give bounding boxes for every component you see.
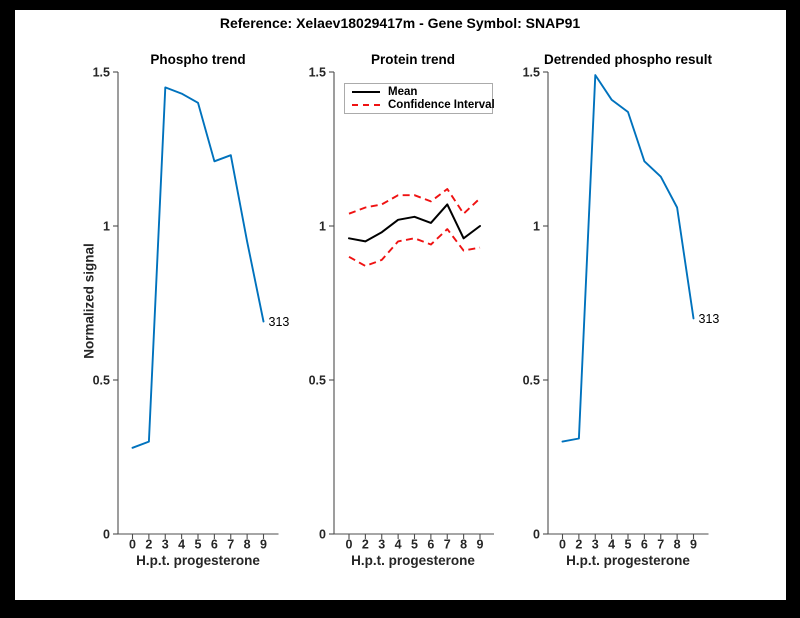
legend-mean-label: Mean [388,85,418,98]
x-tick-label: 5 [195,538,202,552]
x-tick-label: 0 [129,538,136,552]
y-tick-label: 0.5 [523,374,540,388]
y-tick-label: 1 [319,220,326,234]
series-detrended-phospho [561,74,695,443]
x-tick-label: 2 [362,538,369,552]
x-tick-label: 5 [625,538,632,552]
x-tick-label: 0 [346,538,353,552]
legend-mean-line-sample [352,90,380,93]
series-mean [348,203,481,243]
x-tick-label: 9 [477,538,484,552]
x-tick-label: 8 [244,538,251,552]
x-tick-label: 3 [592,538,599,552]
endpoint-annotation: 313 [698,312,720,327]
x-tick-label: 3 [378,538,385,552]
y-tick-label: 1 [533,220,540,234]
x-tick-label: 4 [395,538,402,552]
y-tick-label: 1.5 [93,66,110,80]
axis-spines [117,72,279,535]
y-tick-label: 0 [533,528,540,542]
y-tick-label: 0.5 [309,374,326,388]
legend-ci-line-sample [352,104,380,107]
y-axis-label: Normalized signal [81,243,97,359]
x-tick-label: 8 [460,538,467,552]
axis-spines [547,72,709,535]
subplot-title-phospho-trend: Phospho trend [150,52,246,67]
y-tick-label: 1.5 [309,66,326,80]
y-tick-label: 0 [103,528,110,542]
x-tick-label: 5 [411,538,418,552]
subplot-title-detrended-result: Detrended phospho result [543,52,713,67]
x-tick-label: 9 [260,538,267,552]
x-tick-label: 6 [641,538,648,552]
subplot-title-protein-trend: Protein trend [370,52,456,67]
x-tick-label: 7 [657,538,664,552]
x-tick-label: 2 [575,538,582,552]
x-tick-label: 4 [178,538,185,552]
x-tick-label: 6 [211,538,218,552]
legend-ci-label: Confidence Interval [388,99,495,112]
x-tick-label: 7 [227,538,234,552]
y-tick-label: 1.5 [523,66,540,80]
endpoint-annotation: 313 [268,315,290,330]
y-tick-label: 0 [319,528,326,542]
x-axis-label-1: H.p.t. progesterone [136,553,260,568]
series-ci-lower [348,228,481,267]
legend-box: Mean Confidence Interval [344,83,495,114]
axis-spines [333,72,494,535]
x-tick-label: 4 [608,538,615,552]
y-tick-label: 0.5 [93,374,110,388]
series-phospho-trend [131,86,265,449]
x-axis-label-2: H.p.t. progesterone [351,553,475,568]
x-tick-label: 9 [690,538,697,552]
x-tick-label: 7 [444,538,451,552]
legend-row-mean: Mean [345,85,492,98]
legend-row-confidence-interval: Confidence Interval [345,99,495,112]
x-tick-label: 0 [559,538,566,552]
x-tick-label: 3 [162,538,169,552]
x-tick-label: 2 [145,538,152,552]
series-ci-upper [348,188,481,215]
x-tick-label: 6 [427,538,434,552]
y-tick-label: 1 [103,220,110,234]
x-axis-label-3: H.p.t. progesterone [566,553,690,568]
figure-title: Reference: Xelaev18029417m - Gene Symbol… [219,15,581,31]
x-tick-label: 8 [674,538,681,552]
